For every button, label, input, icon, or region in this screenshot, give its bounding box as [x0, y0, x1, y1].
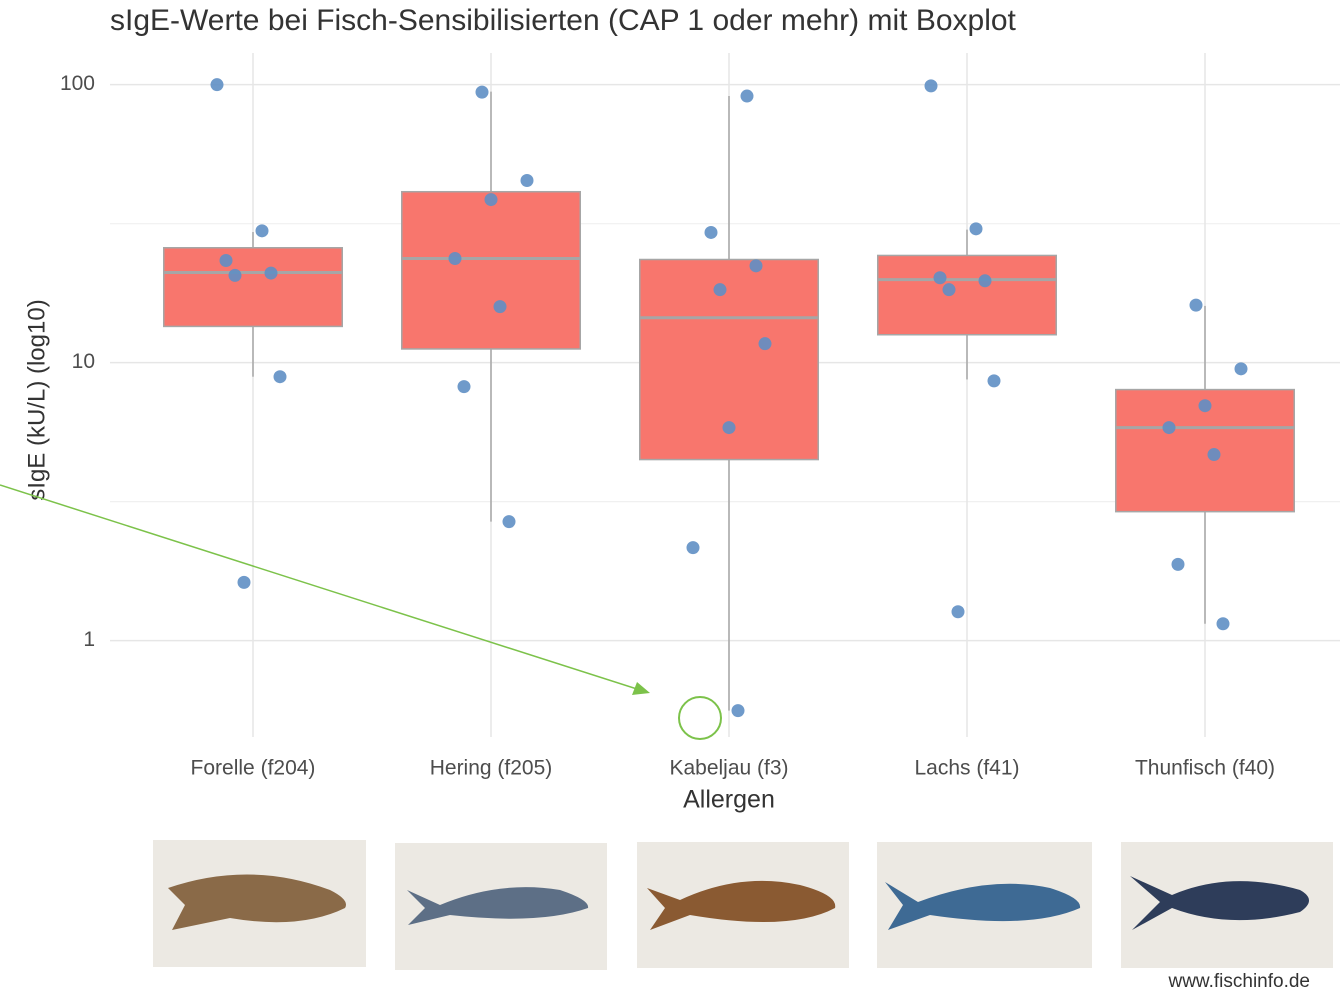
x-tick-label: Hering (f205): [430, 757, 553, 780]
fish-salmon: [885, 882, 1081, 930]
annotation-circle: [678, 696, 722, 740]
data-point: [484, 193, 498, 207]
data-point: [237, 575, 251, 589]
data-point: [1207, 448, 1221, 462]
data-point: [273, 370, 287, 384]
x-tick-label: Lachs (f41): [914, 757, 1019, 780]
box: [163, 247, 343, 328]
data-point: [686, 541, 700, 555]
data-point: [1171, 557, 1185, 571]
data-point: [1234, 362, 1248, 376]
y-tick-label: 1: [83, 628, 95, 651]
data-point: [228, 268, 242, 282]
fish-images: [153, 840, 1333, 970]
fish-herring: [407, 887, 589, 925]
data-point: [1189, 298, 1203, 312]
data-point: [1162, 421, 1176, 435]
data-point: [978, 274, 992, 288]
fish-tuna: [1130, 876, 1309, 930]
plot-area: 1 10 100 Forelle (f204) Hering (f205) Kabelja…: [60, 53, 1340, 780]
fish-trout: [168, 874, 346, 930]
data-point: [942, 283, 956, 297]
data-point: [951, 605, 965, 619]
source-text: www.fischinfo.de: [1167, 971, 1310, 990]
data-point: [210, 78, 224, 92]
data-point: [502, 515, 516, 529]
data-point: [493, 300, 507, 314]
data-point: [740, 89, 754, 103]
data-point: [264, 266, 278, 280]
data-point: [731, 704, 745, 718]
data-point: [924, 79, 938, 93]
data-point: [448, 251, 462, 265]
x-tick-label: Kabeljau (f3): [669, 757, 788, 780]
x-tick-label: Thunfisch (f40): [1135, 757, 1275, 780]
data-point: [933, 271, 947, 285]
y-tick-label: 10: [72, 350, 95, 373]
chart-title: sIgE-Werte bei Fisch-Sensibilisierten (C…: [110, 4, 1017, 37]
data-point: [704, 225, 718, 239]
box: [877, 254, 1057, 336]
data-point: [255, 224, 269, 238]
data-point: [520, 174, 534, 188]
x-tick-label: Forelle (f204): [191, 757, 316, 780]
annotation-arrow: [0, 484, 641, 691]
data-point: [1216, 617, 1230, 631]
data-point: [475, 85, 489, 99]
data-point: [713, 283, 727, 297]
annotation: [0, 484, 722, 740]
data-point: [457, 380, 471, 394]
y-tick-label: 100: [60, 72, 95, 95]
data-point: [219, 254, 233, 268]
arrow-head: [632, 682, 650, 695]
data-point: [758, 337, 772, 351]
y-axis-label: sIgE (kU/L) (log10): [23, 299, 50, 500]
data-point: [987, 374, 1001, 388]
data-point: [722, 421, 736, 435]
fish-cod: [647, 880, 836, 930]
data-point: [969, 222, 983, 236]
data-point: [1198, 399, 1212, 413]
data-point: [749, 259, 763, 273]
box: [401, 190, 581, 350]
x-axis-label: Allergen: [683, 786, 775, 814]
